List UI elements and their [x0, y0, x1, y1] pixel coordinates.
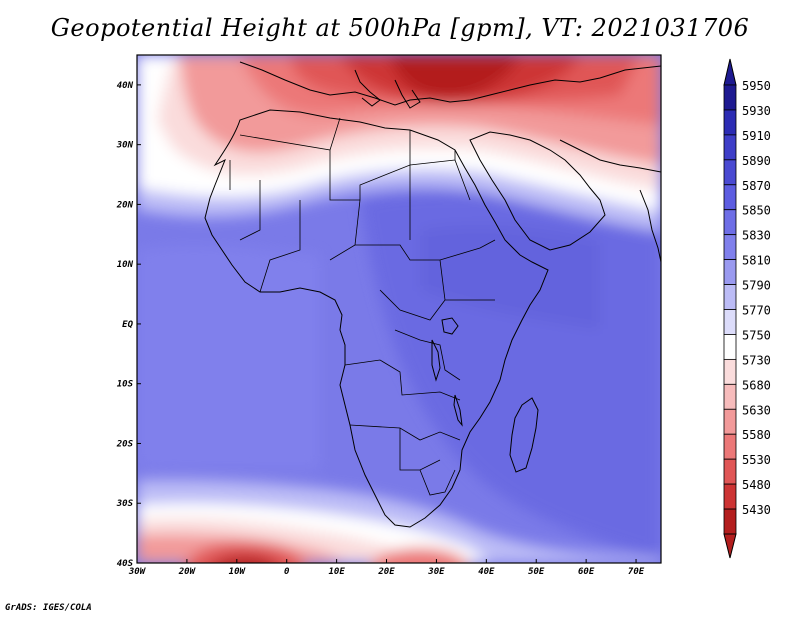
longitude-axis: 30W 20W 10W 0 10E 20E 30E 40E 50E 60E 70E [128, 559, 645, 577]
madagascar-coastline [509, 397, 539, 473]
lon-tick-label: 70E [628, 567, 645, 577]
lake-malawi [453, 394, 463, 427]
colorbar-level-label: 5530 [742, 453, 771, 467]
colorbar-level-label: 5890 [742, 154, 771, 168]
colorbar-level-label: 5830 [742, 229, 771, 243]
italy-coastline [354, 69, 381, 107]
europe-coastline [239, 61, 661, 106]
lon-tick-label: 10W [229, 567, 247, 577]
colorbar-swatch [723, 134, 737, 161]
india-coastline [639, 189, 661, 263]
lon-tick-label: 20E [377, 567, 395, 577]
lon-tick-label: 30W [128, 567, 147, 577]
lon-tick-label: 60E [578, 567, 595, 577]
colorbar-swatch [723, 84, 737, 111]
lat-tick-label: 30N [116, 141, 134, 151]
lat-tick-label: 20N [116, 200, 134, 210]
colorbar-level-label: 5810 [742, 254, 771, 268]
colorbar-swatch [723, 309, 737, 335]
asia-coastline [559, 139, 661, 173]
colorbar-swatch [723, 383, 737, 410]
lon-tick-label: 40E [478, 567, 495, 577]
colorbar-swatch [723, 159, 737, 186]
colorbar-swatch [723, 109, 737, 136]
lat-tick-label: 40N [117, 81, 134, 91]
colorbar-swatch [723, 284, 737, 310]
colorbar-level-label: 5850 [742, 204, 771, 218]
lake-victoria [441, 317, 459, 335]
colorbar-swatch [723, 508, 737, 535]
colorbar-level-label: 5580 [742, 428, 771, 442]
latitude-axis: 40N 30N 20N 10N EQ 10S 20S 30S 40S [116, 81, 141, 569]
chart-title: Geopotential Height at 500hPa [gpm], VT:… [50, 14, 750, 42]
lat-tick-label: 10N [117, 260, 134, 270]
colorbar-level-label: 5870 [742, 179, 771, 193]
lon-tick-label: 10E [328, 567, 345, 577]
colorbar-level-label: 5750 [742, 328, 771, 342]
lon-tick-label: 20W [178, 567, 197, 577]
colorbar-swatch [723, 184, 737, 211]
colorbar-swatch [723, 458, 737, 485]
colorbar-level-label: 5730 [742, 353, 771, 367]
colorbar-swatch [723, 483, 737, 510]
africa-coastline [204, 109, 549, 528]
colorbar: 5950 5930 5910 5890 5870 5850 5830 5810 5790 5770… [723, 58, 771, 559]
map-frame [136, 54, 662, 564]
colorbar-bottom-arrow [723, 533, 737, 559]
colorbar-level-label: 5950 [742, 79, 771, 93]
colorbar-level-label: 5430 [742, 503, 771, 517]
lat-tick-label: 10S [117, 380, 134, 390]
colorbar-swatch [723, 209, 737, 236]
coastlines [204, 61, 661, 528]
colorbar-top-arrow [723, 58, 737, 86]
lat-tick-label: EQ [122, 320, 133, 330]
lon-tick-label: 50E [528, 567, 545, 577]
colorbar-level-label: 5680 [742, 378, 771, 392]
greece-coastline [394, 79, 421, 109]
height-field [137, 55, 661, 563]
lake-tanganyika [431, 339, 441, 382]
lat-tick-label: 20S [116, 439, 134, 449]
colorbar-level-label: 5790 [742, 279, 771, 293]
country-borders [229, 117, 496, 496]
colorbar-level-label: 5930 [742, 104, 771, 118]
colorbar-level-label: 5770 [742, 304, 771, 318]
colorbar-swatch [723, 234, 737, 261]
colorbar-swatch [723, 358, 737, 385]
colorbar-swatch [723, 433, 737, 460]
colorbar-level-label: 5630 [742, 403, 771, 417]
colorbar-swatch [723, 259, 737, 285]
grads-credit: GrADS: IGES/COLA [5, 603, 92, 613]
lon-tick-label: 30E [427, 567, 445, 577]
lat-tick-label: 40S [117, 559, 134, 569]
lon-tick-label: 0 [284, 567, 290, 577]
arabia-coastline [469, 131, 606, 251]
lat-tick-label: 30S [116, 499, 134, 509]
colorbar-swatch [723, 334, 737, 360]
colorbar-swatch [723, 408, 737, 435]
colorbar-level-label: 5910 [742, 129, 771, 143]
colorbar-level-label: 5480 [742, 478, 771, 492]
